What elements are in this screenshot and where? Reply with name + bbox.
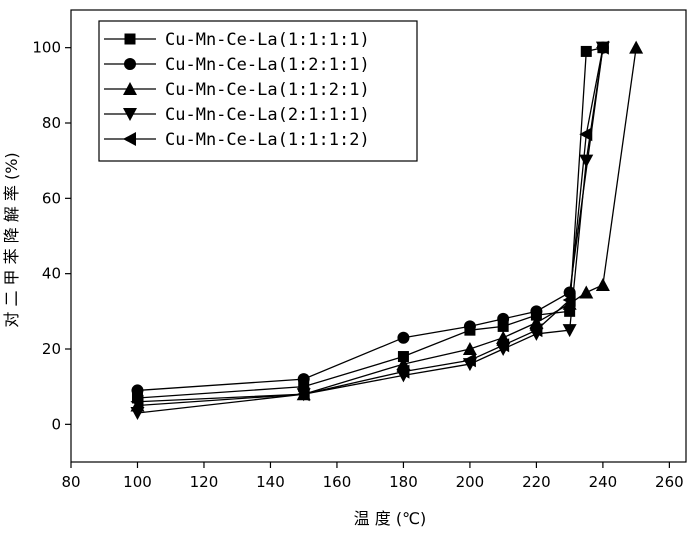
legend-label: Cu-Mn-Ce-La(1:1:1:1) xyxy=(165,30,370,50)
y-tick-label: 40 xyxy=(42,265,61,283)
data-point xyxy=(497,313,509,325)
y-tick-label: 20 xyxy=(42,340,61,358)
data-point xyxy=(397,332,409,344)
x-tick-label: 260 xyxy=(655,473,684,491)
x-tick-label: 120 xyxy=(190,473,219,491)
y-tick-label: 80 xyxy=(42,114,61,132)
x-tick-label: 180 xyxy=(389,473,418,491)
y-tick-label: 60 xyxy=(42,189,61,207)
x-tick-label: 240 xyxy=(589,473,618,491)
data-point xyxy=(298,373,310,385)
legend-label: Cu-Mn-Ce-La(1:2:1:1) xyxy=(165,55,370,75)
y-axis-title: 对 二 甲 苯 降 解 率 (%) xyxy=(2,152,21,327)
data-point xyxy=(530,305,542,317)
x-tick-label: 140 xyxy=(256,473,285,491)
x-tick-label: 80 xyxy=(61,473,80,491)
legend-marker xyxy=(124,58,136,70)
legend-label: Cu-Mn-Ce-La(1:1:1:2) xyxy=(165,130,370,150)
legend-label: Cu-Mn-Ce-La(1:1:2:1) xyxy=(165,80,370,100)
x-tick-label: 160 xyxy=(323,473,352,491)
y-tick-label: 100 xyxy=(32,39,61,57)
legend: Cu-Mn-Ce-La(1:1:1:1) Cu-Mn-Ce-La(1:2:1:1)… xyxy=(99,21,417,161)
x-axis-title: 温 度 (℃) xyxy=(354,509,427,528)
x-tick-label: 220 xyxy=(522,473,551,491)
legend-marker xyxy=(125,34,136,45)
data-point xyxy=(131,384,143,396)
data-point xyxy=(581,46,592,57)
legend-label: Cu-Mn-Ce-La(2:1:1:1) xyxy=(165,105,370,125)
data-point xyxy=(464,320,476,332)
y-tick-label: 0 xyxy=(51,415,61,433)
x-tick-label: 100 xyxy=(123,473,152,491)
x-tick-label: 200 xyxy=(456,473,485,491)
